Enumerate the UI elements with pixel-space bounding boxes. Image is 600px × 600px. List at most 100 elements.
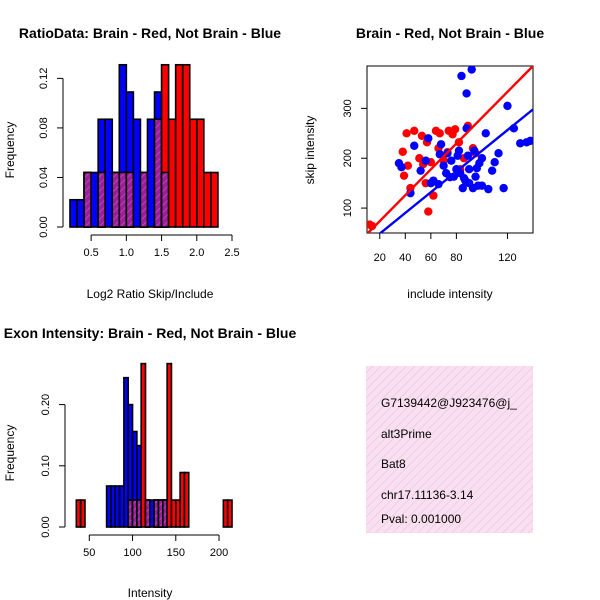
hist1-bar-notbrain-5 (104, 118, 114, 228)
scatter-ytick-label-1: 200 (342, 149, 354, 167)
hist1-bar-brain-15 (174, 63, 184, 228)
ratio-axes: 0.5 1.0 1.5 2.0 2.5 0.00 0.04 0.08 0.12 (38, 68, 240, 259)
scatter-xtick-label-0: 20 (374, 252, 386, 264)
hist1-bar-notbrain-0 (69, 198, 78, 228)
scatter-point-notbrain-12 (439, 161, 448, 170)
hist1-bar-notbrain-11 (146, 118, 156, 228)
hist1-xtick-label-0: 0.5 (83, 247, 98, 259)
scatter-point-notbrain-4 (416, 166, 425, 175)
hist1-xtick-label-1: 1.0 (119, 247, 134, 259)
scatter-point-brain-5 (403, 161, 413, 170)
scatter-point-notbrain-50 (526, 136, 533, 145)
info-location: chr17.11136-3.14 (381, 488, 474, 502)
scatter-point-brain-9 (417, 131, 427, 140)
info-gene: Bat8 (381, 457, 406, 471)
scatter-point-notbrain-6 (424, 134, 433, 143)
scatter-xtick-label-1: 40 (399, 252, 411, 264)
intensity-scatter: Brain - Red, Not Brain - Blue 20 40 60 80 12… (303, 25, 544, 301)
hist1-bar-overlap-10 (139, 171, 149, 228)
hist3-bar-brain-25 (183, 471, 190, 528)
exon-axes: 50 100 150 200 0.00 0.10 0.20 (40, 394, 228, 559)
scatter-point-notbrain-10 (435, 150, 444, 159)
fit-line-notbrain (378, 108, 533, 233)
scatter-point-notbrain-45 (499, 183, 508, 193)
scatter-plot-box (366, 65, 534, 234)
scatter-point-brain-7 (410, 126, 419, 136)
scatter-marks (367, 66, 533, 233)
ratio-bars (69, 63, 219, 228)
scatter-point-notbrain-3 (410, 141, 419, 150)
scatter-point-notbrain-31 (467, 66, 476, 74)
hist1-bar-overlap-7 (118, 171, 128, 228)
scatter-xtick-label-4: 120 (498, 252, 516, 264)
scatter-point-notbrain-23 (458, 183, 467, 193)
scatter-xlabel: include intensity (407, 287, 492, 301)
hist3-xtick-label-2: 150 (167, 547, 185, 559)
hist3-bar-brain-1 (79, 499, 86, 528)
scatter-point-notbrain-16 (447, 156, 456, 165)
hist1-bar-brain-18 (195, 118, 205, 228)
scatter-xtick-label-2: 60 (425, 252, 437, 264)
scatter-point-notbrain-40 (481, 129, 490, 138)
scatter-point-notbrain-48 (516, 139, 525, 148)
scatter-xtick-label-3: 80 (450, 252, 462, 264)
hist1-ytick-label-2: 0.08 (38, 117, 50, 138)
scatter-point-brain-4 (402, 129, 411, 138)
scatter-point-notbrain-44 (494, 149, 503, 158)
hist1-xtick-label-2: 1.5 (154, 247, 169, 259)
hist1-bar-brain-20 (210, 171, 219, 228)
ratio-title: RatioData: Brain - Red, Not Brain - Blue (19, 25, 281, 41)
scatter-point-notbrain-11 (436, 140, 446, 149)
hist1-ytick-label-3: 0.12 (38, 68, 50, 89)
scatter-point-notbrain-28 (463, 151, 473, 160)
hist3-xtick-label-1: 100 (123, 547, 141, 559)
scatter-point-brain-15 (429, 191, 438, 200)
scatter-point-notbrain-38 (477, 154, 487, 163)
hist1-bar-overlap-12 (153, 118, 163, 228)
info-pval: Pval: 0.001000 (381, 512, 461, 526)
exon-xlabel: Intensity (128, 586, 173, 600)
scatter-point-notbrain-5 (421, 156, 430, 165)
scatter-point-brain-3 (399, 171, 409, 180)
scatter-point-notbrain-34 (471, 172, 480, 181)
exon-ylabel: Frequency (3, 425, 17, 482)
hist1-bar-overlap-13 (160, 171, 170, 228)
scatter-point-brain-2 (398, 147, 407, 156)
exon-bars (75, 362, 233, 528)
hist3-bar-brain-35 (226, 499, 233, 528)
ratio-histogram: RatioData: Brain - Red, Not Brain - Blue… (3, 25, 281, 301)
scatter-point-notbrain-30 (464, 164, 474, 174)
hist1-bar-overlap-6 (111, 171, 121, 228)
hist1-bar-overlap-2 (83, 171, 92, 228)
scatter-point-notbrain-26 (462, 89, 471, 98)
hist1-bar-notbrain-3 (90, 171, 99, 228)
scatter-point-brain-8 (415, 154, 424, 163)
scatter-point-notbrain-42 (487, 166, 497, 175)
info-event: alt3Prime (381, 427, 432, 441)
info-id: G7139442@J923476@j_ (381, 396, 517, 410)
exon-title: Exon Intensity: Brain - Red, Not Brain -… (4, 325, 297, 341)
hist3-bar-brain-15 (140, 362, 147, 528)
hist3-ytick-label-2: 0.20 (40, 394, 52, 415)
scatter-point-brain-18 (435, 129, 444, 138)
hist1-ytick-label-1: 0.04 (38, 167, 50, 188)
exon-histogram: Exon Intensity: Brain - Red, Not Brain -… (3, 325, 296, 600)
hist3-bar-brain-21 (166, 362, 173, 528)
scatter-point-brain-13 (424, 207, 433, 216)
scatter-point-notbrain-33 (470, 146, 479, 155)
hist3-ytick-label-0: 0.00 (40, 516, 52, 537)
hist1-xtick-label-3: 2.0 (189, 247, 204, 259)
hist1-bar-brain-19 (203, 171, 212, 228)
hist3-ytick-label-1: 0.10 (40, 455, 52, 476)
hist3-xtick-label-3: 200 (210, 547, 228, 559)
hist1-ytick-label-0: 0.00 (38, 216, 50, 237)
scatter-point-notbrain-1 (397, 162, 406, 172)
ratio-xlabel: Log2 Ratio Skip/Include (87, 287, 214, 301)
scatter-point-notbrain-22 (457, 71, 466, 81)
scatter-point-notbrain-39 (477, 181, 487, 190)
info-background (366, 366, 533, 533)
scatter-axes: 20 40 60 80 120 100 200 300 (342, 99, 517, 264)
hist1-xtick-label-4: 2.5 (224, 247, 239, 259)
scatter-point-notbrain-41 (484, 184, 493, 194)
